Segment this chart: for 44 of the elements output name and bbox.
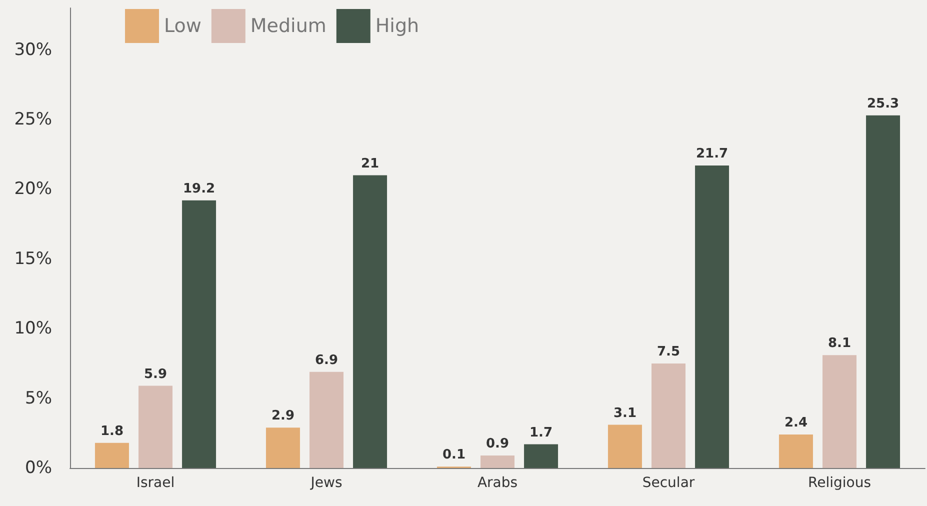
y-tick-label: 15% <box>14 248 52 269</box>
bar <box>695 166 730 468</box>
data-label: 3.1 <box>613 406 636 421</box>
y-tick-label: 20% <box>14 179 52 200</box>
bar <box>778 434 813 468</box>
data-label: 2.9 <box>271 408 294 424</box>
y-tick-label: 25% <box>14 110 52 130</box>
bar <box>608 424 642 468</box>
data-label: 21 <box>360 156 380 172</box>
data-label: 2.4 <box>784 416 808 431</box>
bar <box>353 175 388 468</box>
data-label: 6.9 <box>314 352 338 368</box>
data-label: 25.3 <box>866 96 900 112</box>
data-label: 7.5 <box>656 344 680 360</box>
data-label: 1.8 <box>100 424 124 439</box>
x-tick-label: Israel <box>136 475 175 491</box>
data-label: 21.7 <box>696 146 728 162</box>
y-tick-label: 0% <box>25 458 52 478</box>
data-label: 5.9 <box>144 366 168 382</box>
data-label: 8.1 <box>828 336 852 352</box>
x-tick-label: Jews <box>310 475 342 491</box>
y-tick-label: 10% <box>14 318 52 339</box>
data-label: 19.2 <box>182 181 216 196</box>
bar <box>866 115 900 468</box>
x-tick-label: Religious <box>808 475 871 491</box>
bar <box>138 386 172 468</box>
bar <box>266 428 300 468</box>
bar <box>94 442 129 468</box>
legend-label: High <box>375 15 420 37</box>
data-label: 1.7 <box>530 425 553 440</box>
y-tick-label: 30% <box>14 40 52 60</box>
x-tick-label: Arabs <box>477 475 518 491</box>
y-tick-label: 5% <box>25 388 52 408</box>
bar <box>310 372 344 468</box>
data-label: 0.9 <box>486 436 510 452</box>
bar <box>652 363 686 468</box>
legend-label: Low <box>164 15 202 37</box>
x-tick-label: Secular <box>642 475 695 491</box>
bar <box>480 455 514 468</box>
bar <box>182 200 216 468</box>
data-label: 0.1 <box>442 448 466 463</box>
legend-label: Medium <box>250 15 326 37</box>
bar <box>524 444 558 468</box>
bar <box>822 355 856 468</box>
